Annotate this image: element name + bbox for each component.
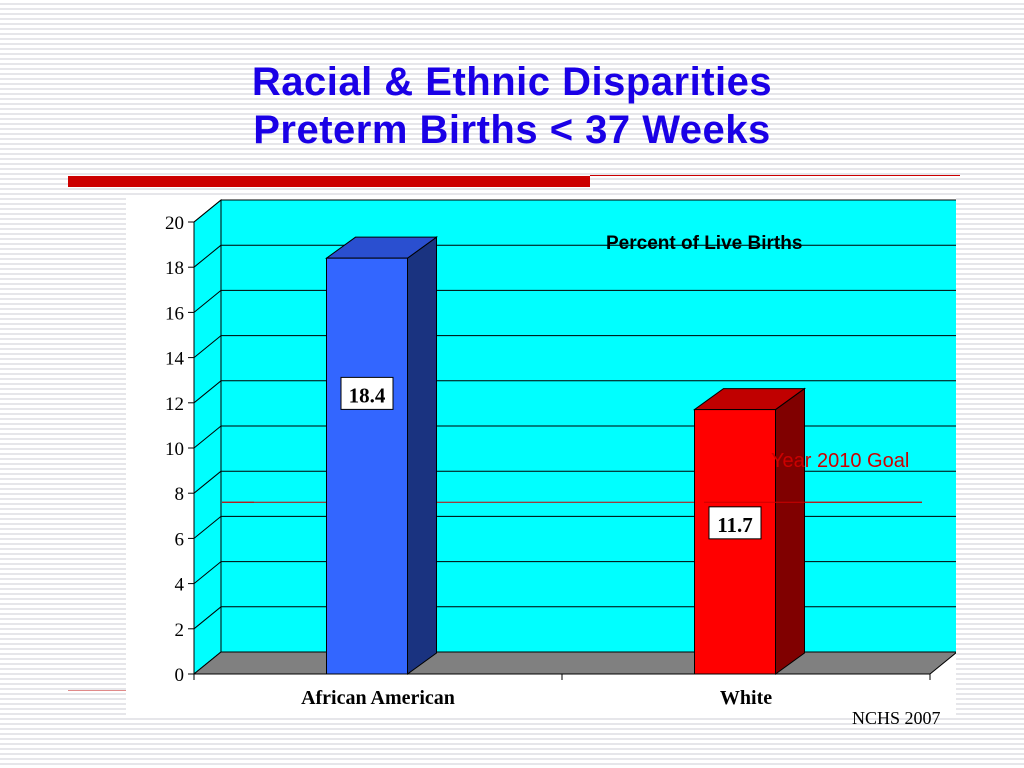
gridline-side bbox=[193, 425, 222, 449]
gridline-side bbox=[193, 606, 222, 630]
gridline-side bbox=[193, 244, 222, 268]
y-tick-label: 2 bbox=[175, 620, 185, 641]
title-line-1: Racial & Ethnic Disparities bbox=[251, 60, 773, 104]
slide-title: Racial & Ethnic Disparities Preterm Birt… bbox=[0, 58, 1024, 154]
title-line-2: Preterm Births < 37 Weeks bbox=[253, 108, 771, 152]
gridline-side bbox=[193, 561, 222, 584]
x-tick-label: African American bbox=[301, 687, 455, 709]
data-label-box bbox=[708, 506, 762, 540]
y-tick-label: 6 bbox=[175, 529, 185, 550]
plot-floor bbox=[192, 651, 956, 675]
bar bbox=[694, 409, 776, 675]
data-label: 11.7 bbox=[717, 513, 753, 537]
title-underline-thin bbox=[590, 175, 960, 176]
chart-annotation: Percent of Live Births bbox=[606, 233, 802, 254]
bar bbox=[326, 257, 408, 675]
gridline-side bbox=[193, 199, 222, 223]
data-label-box bbox=[340, 376, 394, 410]
y-tick-label: 16 bbox=[165, 303, 184, 324]
gridline-side bbox=[193, 290, 222, 313]
y-tick-label: 12 bbox=[165, 394, 184, 415]
goal-line-label: Year 2010 Goal bbox=[771, 450, 909, 472]
gridline-side bbox=[193, 380, 222, 404]
y-tick-label: 4 bbox=[175, 575, 185, 596]
title-underline-thick bbox=[68, 176, 590, 187]
bar-side bbox=[407, 236, 437, 675]
y-tick-label: 18 bbox=[165, 258, 184, 279]
decorative-line bbox=[68, 690, 128, 691]
x-tick-label: White bbox=[720, 687, 772, 709]
source-note: NCHS 2007 bbox=[852, 708, 941, 728]
y-tick-label: 0 bbox=[175, 665, 185, 686]
chart-panel: 0 2 4 6 8 10 12 14 16 18 20 18.4 African American 11.… bbox=[126, 198, 956, 718]
gridline-side bbox=[193, 516, 222, 539]
bar-chart: 0 2 4 6 8 10 12 14 16 18 20 18.4 African American 11.… bbox=[165, 198, 956, 709]
y-tick-label: 8 bbox=[175, 484, 185, 505]
data-label: 18.4 bbox=[349, 383, 386, 407]
gridline-side bbox=[193, 335, 222, 358]
y-tick-label: 10 bbox=[165, 439, 184, 460]
y-tick-label: 14 bbox=[165, 349, 185, 370]
bar-side bbox=[775, 387, 805, 675]
y-tick-label: 20 bbox=[165, 213, 184, 234]
gridline-side bbox=[193, 470, 222, 494]
